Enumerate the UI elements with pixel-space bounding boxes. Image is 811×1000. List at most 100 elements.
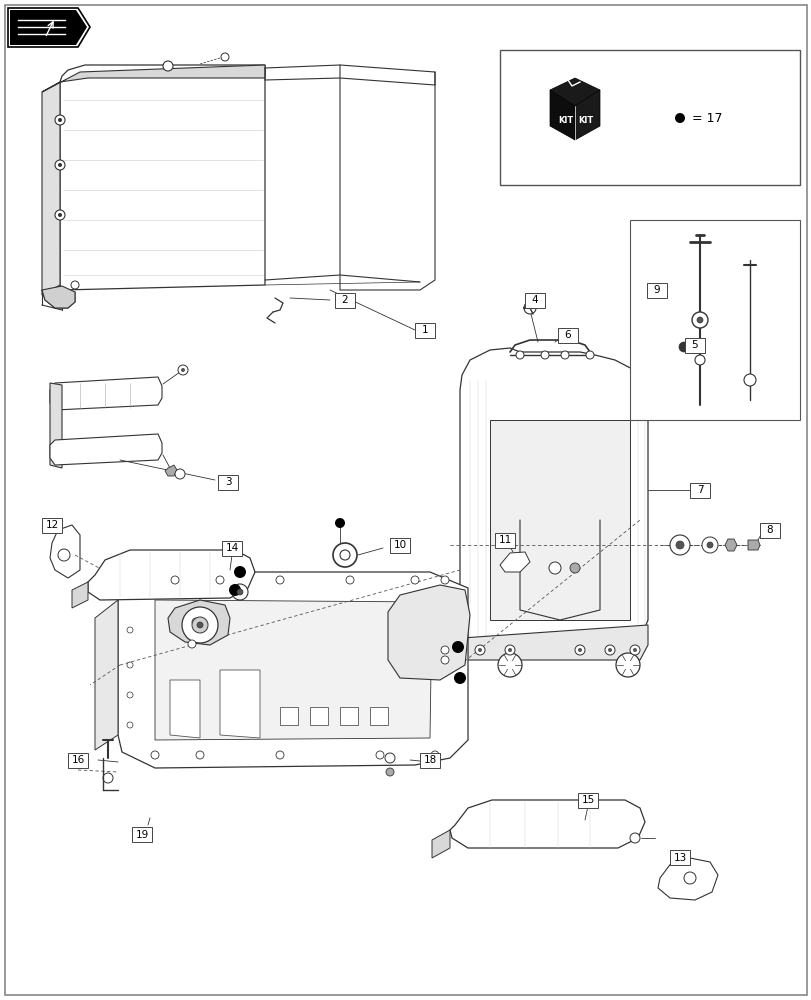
Polygon shape xyxy=(169,680,200,738)
Circle shape xyxy=(237,589,242,595)
Circle shape xyxy=(629,833,639,843)
Circle shape xyxy=(197,622,203,628)
FancyBboxPatch shape xyxy=(221,540,242,556)
Polygon shape xyxy=(118,572,467,768)
Circle shape xyxy=(127,627,133,633)
Circle shape xyxy=(586,351,594,359)
Polygon shape xyxy=(574,90,599,140)
Text: 16: 16 xyxy=(71,755,84,765)
Polygon shape xyxy=(95,600,118,750)
Circle shape xyxy=(577,648,581,652)
FancyBboxPatch shape xyxy=(525,292,544,308)
Polygon shape xyxy=(449,800,644,848)
Circle shape xyxy=(604,645,614,655)
Circle shape xyxy=(163,61,173,71)
Circle shape xyxy=(431,751,439,759)
Circle shape xyxy=(182,607,217,643)
Polygon shape xyxy=(42,286,75,308)
Circle shape xyxy=(276,751,284,759)
FancyBboxPatch shape xyxy=(577,792,597,807)
Circle shape xyxy=(127,692,133,698)
Polygon shape xyxy=(431,830,449,858)
Circle shape xyxy=(191,617,208,633)
Circle shape xyxy=(335,518,345,528)
Polygon shape xyxy=(50,383,62,468)
Polygon shape xyxy=(549,78,599,106)
FancyBboxPatch shape xyxy=(495,532,514,548)
Polygon shape xyxy=(388,585,470,680)
Circle shape xyxy=(188,640,195,648)
Circle shape xyxy=(440,656,448,664)
Bar xyxy=(340,707,358,725)
Circle shape xyxy=(616,653,639,677)
Polygon shape xyxy=(489,420,629,620)
FancyBboxPatch shape xyxy=(759,522,779,538)
Circle shape xyxy=(440,646,448,654)
Circle shape xyxy=(181,368,185,372)
Circle shape xyxy=(548,562,560,574)
Circle shape xyxy=(497,653,521,677)
Text: 18: 18 xyxy=(423,755,436,765)
Circle shape xyxy=(55,210,65,220)
Circle shape xyxy=(175,469,185,479)
Polygon shape xyxy=(747,540,759,550)
Circle shape xyxy=(221,53,229,61)
Circle shape xyxy=(474,645,484,655)
Circle shape xyxy=(508,648,512,652)
FancyBboxPatch shape xyxy=(419,752,440,768)
Circle shape xyxy=(683,872,695,884)
FancyBboxPatch shape xyxy=(646,282,666,298)
Text: 2: 2 xyxy=(341,295,348,305)
Polygon shape xyxy=(629,220,799,420)
Polygon shape xyxy=(60,65,264,290)
Circle shape xyxy=(743,374,755,386)
Circle shape xyxy=(234,566,246,578)
FancyBboxPatch shape xyxy=(217,475,238,489)
Circle shape xyxy=(678,342,689,352)
Bar xyxy=(280,707,298,725)
Circle shape xyxy=(340,550,350,560)
FancyBboxPatch shape xyxy=(132,827,152,842)
Circle shape xyxy=(669,535,689,555)
Polygon shape xyxy=(165,465,177,476)
Circle shape xyxy=(560,351,569,359)
Circle shape xyxy=(151,751,159,759)
FancyBboxPatch shape xyxy=(335,292,354,308)
Text: 13: 13 xyxy=(672,853,686,863)
Polygon shape xyxy=(72,582,88,608)
Text: 14: 14 xyxy=(225,543,238,553)
Circle shape xyxy=(195,751,204,759)
Polygon shape xyxy=(461,625,647,660)
Polygon shape xyxy=(500,552,530,572)
Circle shape xyxy=(55,160,65,170)
Text: 19: 19 xyxy=(135,830,148,840)
FancyBboxPatch shape xyxy=(557,328,577,342)
Circle shape xyxy=(629,645,639,655)
Circle shape xyxy=(607,648,611,652)
Circle shape xyxy=(276,576,284,584)
Polygon shape xyxy=(50,525,80,578)
Polygon shape xyxy=(500,50,799,185)
Circle shape xyxy=(694,355,704,365)
Text: KIT: KIT xyxy=(577,116,593,125)
Text: 12: 12 xyxy=(45,520,58,530)
Text: 7: 7 xyxy=(696,485,702,495)
Circle shape xyxy=(504,645,514,655)
FancyBboxPatch shape xyxy=(42,518,62,532)
Polygon shape xyxy=(549,90,574,140)
Text: 10: 10 xyxy=(393,540,406,550)
Circle shape xyxy=(702,537,717,553)
Polygon shape xyxy=(50,434,162,465)
Circle shape xyxy=(633,648,636,652)
Circle shape xyxy=(540,351,548,359)
FancyBboxPatch shape xyxy=(389,538,410,552)
Circle shape xyxy=(574,645,584,655)
Text: 9: 9 xyxy=(653,285,659,295)
Circle shape xyxy=(523,302,535,314)
FancyBboxPatch shape xyxy=(684,338,704,353)
Circle shape xyxy=(58,118,62,122)
Text: 5: 5 xyxy=(691,340,697,350)
Circle shape xyxy=(58,163,62,167)
Polygon shape xyxy=(42,82,60,295)
FancyBboxPatch shape xyxy=(689,483,709,497)
